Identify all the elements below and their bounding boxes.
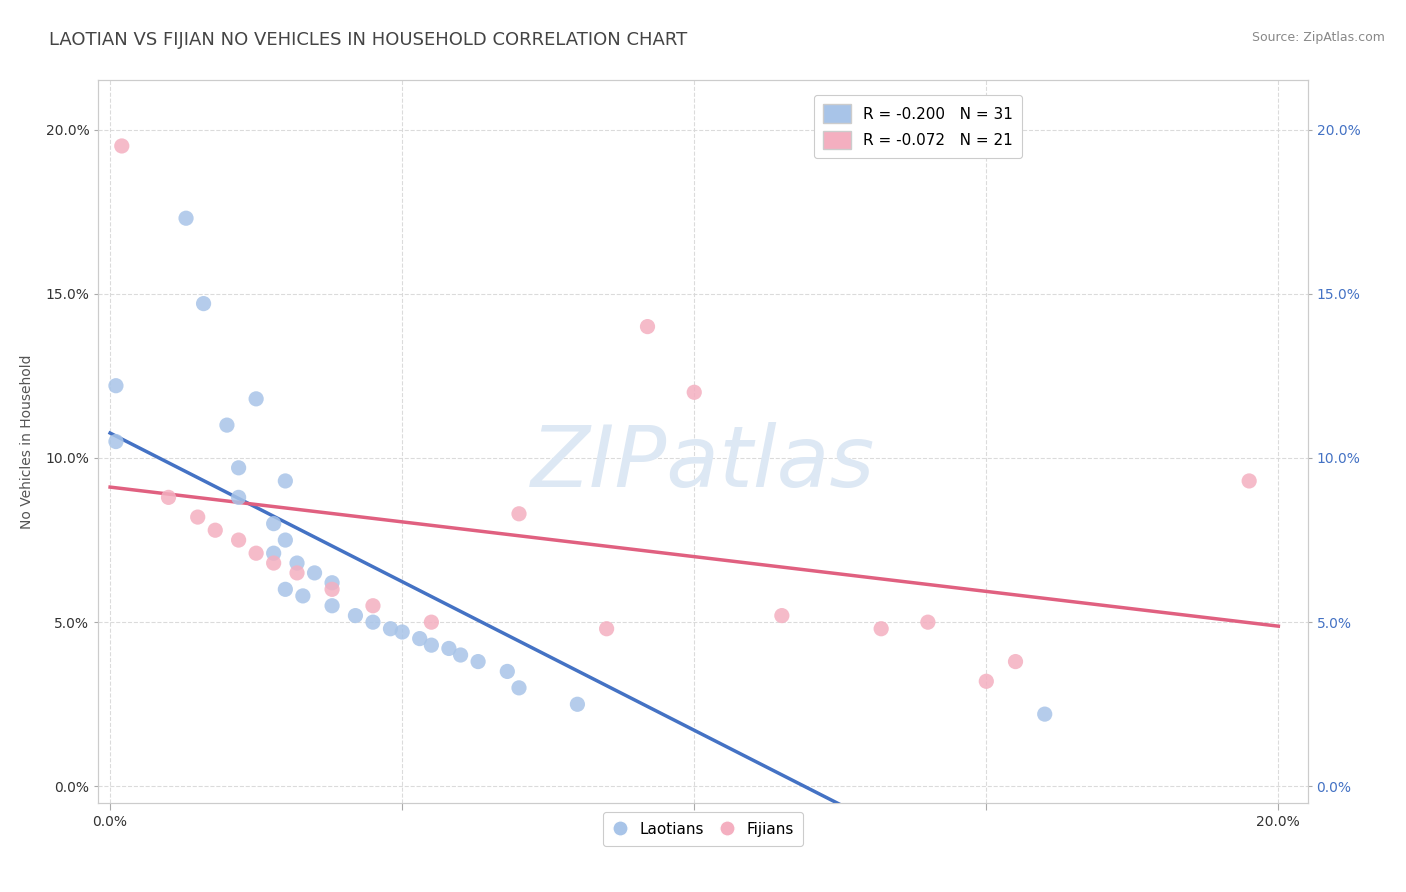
Point: [263, 556, 285, 570]
Point: [409, 632, 432, 646]
Point: [274, 533, 297, 547]
Point: [104, 434, 127, 449]
Point: [361, 599, 384, 613]
Point: [770, 608, 793, 623]
Point: [1033, 707, 1056, 722]
Point: [380, 622, 402, 636]
Point: [683, 385, 706, 400]
Point: [567, 698, 589, 712]
Point: [245, 392, 267, 406]
Point: [508, 507, 530, 521]
Point: [1237, 474, 1260, 488]
Point: [508, 681, 530, 695]
Text: LAOTIAN VS FIJIAN NO VEHICLES IN HOUSEHOLD CORRELATION CHART: LAOTIAN VS FIJIAN NO VEHICLES IN HOUSEHO…: [49, 31, 688, 49]
Point: [228, 460, 250, 475]
Point: [274, 582, 297, 597]
Point: [285, 556, 308, 570]
Point: [304, 566, 326, 580]
Point: [321, 599, 343, 613]
Point: [215, 418, 238, 433]
Point: [157, 491, 180, 505]
Point: [974, 674, 997, 689]
Y-axis label: No Vehicles in Household: No Vehicles in Household: [21, 354, 34, 529]
Legend: Laotians, Fijians: Laotians, Fijians: [603, 813, 803, 846]
Text: ZIPatlas: ZIPatlas: [531, 422, 875, 505]
Point: [193, 296, 215, 310]
Point: [420, 615, 443, 630]
Point: [870, 622, 893, 636]
Point: [321, 575, 343, 590]
Point: [467, 655, 489, 669]
Point: [344, 608, 367, 623]
Point: [361, 615, 384, 630]
Point: [437, 641, 460, 656]
Point: [285, 566, 308, 580]
Point: [291, 589, 314, 603]
Point: [637, 319, 659, 334]
Point: [111, 139, 134, 153]
Point: [204, 523, 226, 537]
Point: [187, 510, 209, 524]
Point: [595, 622, 617, 636]
Point: [917, 615, 939, 630]
Point: [263, 546, 285, 560]
Point: [104, 378, 127, 392]
Point: [263, 516, 285, 531]
Point: [321, 582, 343, 597]
Point: [496, 665, 519, 679]
Point: [228, 533, 250, 547]
Text: Source: ZipAtlas.com: Source: ZipAtlas.com: [1251, 31, 1385, 45]
Point: [450, 648, 472, 662]
Point: [274, 474, 297, 488]
Point: [174, 211, 197, 226]
Point: [1004, 655, 1026, 669]
Point: [391, 625, 413, 640]
Point: [420, 638, 443, 652]
Point: [245, 546, 267, 560]
Point: [228, 491, 250, 505]
